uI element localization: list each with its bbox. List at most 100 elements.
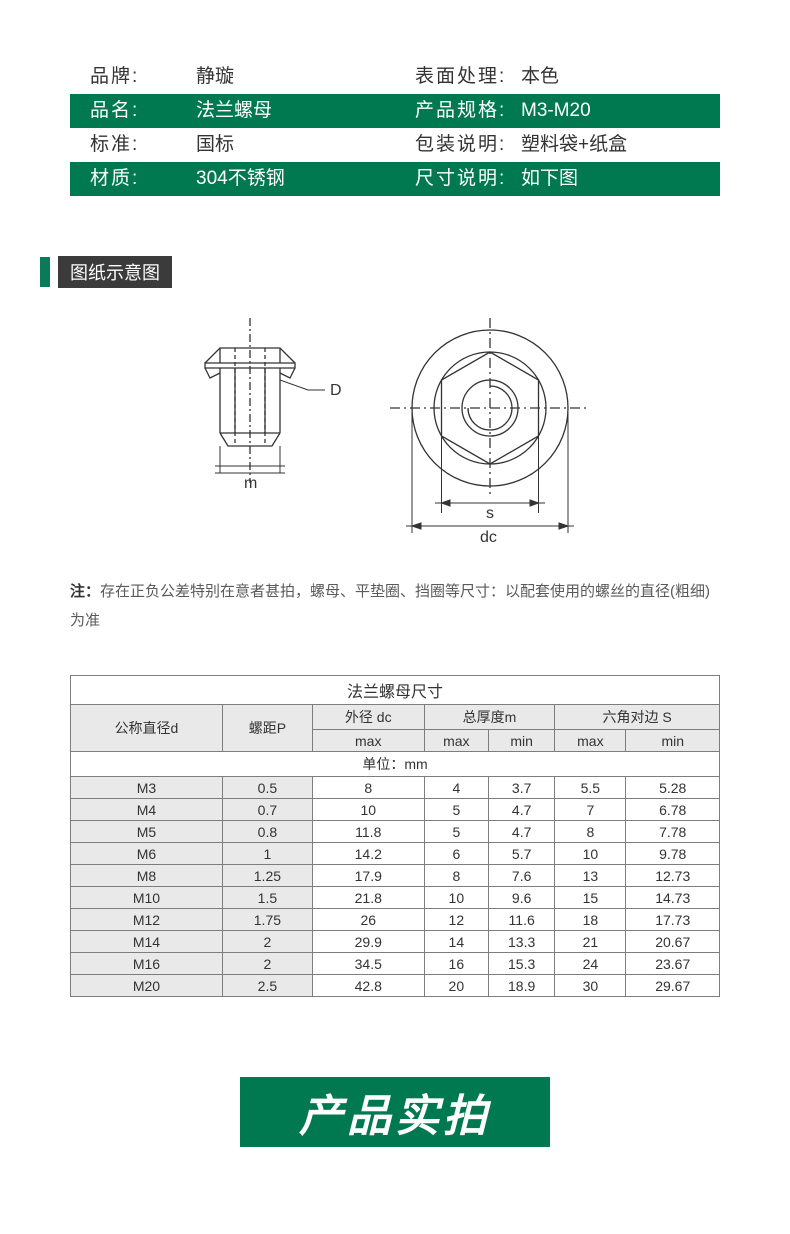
table-row: M202.542.82018.93029.67 xyxy=(71,975,720,997)
table-cell: 5.5 xyxy=(555,777,626,799)
table-cell: 29.9 xyxy=(312,931,424,953)
table-cell: 8 xyxy=(312,777,424,799)
info-label: 标准 xyxy=(70,128,190,162)
table-cell: M4 xyxy=(71,799,223,821)
dim-label-dc: dc xyxy=(480,529,497,546)
table-cell: 2 xyxy=(222,931,312,953)
table-cell: 9.6 xyxy=(489,887,555,909)
table-row: M16234.51615.32423.67 xyxy=(71,953,720,975)
table-row: M40.71054.776.78 xyxy=(71,799,720,821)
info-cell: 品牌静璇 xyxy=(70,60,395,94)
info-cell: 表面处理本色 xyxy=(395,60,720,94)
table-cell: 0.7 xyxy=(222,799,312,821)
table-cell: 6 xyxy=(424,843,488,865)
table-cell: 4 xyxy=(424,777,488,799)
info-cell: 包装说明塑料袋+纸盒 xyxy=(395,128,720,162)
info-label: 表面处理 xyxy=(395,60,515,94)
table-cell: 1.25 xyxy=(222,865,312,887)
table-row: M6114.265.7109.78 xyxy=(71,843,720,865)
info-value: 静璇 xyxy=(190,60,395,94)
info-cell: 尺寸说明如下图 xyxy=(395,162,720,196)
table-subheader: max xyxy=(555,730,626,752)
table-row: M101.521.8109.61514.73 xyxy=(71,887,720,909)
info-value: 塑料袋+纸盒 xyxy=(515,128,720,162)
table-cell: 42.8 xyxy=(312,975,424,997)
table-cell: 11.6 xyxy=(489,909,555,931)
table-cell: 9.78 xyxy=(626,843,720,865)
table-cell: 21 xyxy=(555,931,626,953)
table-cell: 1 xyxy=(222,843,312,865)
table-cell: 1.75 xyxy=(222,909,312,931)
table-row: M50.811.854.787.78 xyxy=(71,821,720,843)
table-cell: 4.7 xyxy=(489,799,555,821)
dim-label-D: D xyxy=(330,382,342,399)
table-cell: 29.67 xyxy=(626,975,720,997)
table-cell: 13.3 xyxy=(489,931,555,953)
info-row-2: 标准国标包装说明塑料袋+纸盒 xyxy=(70,128,720,162)
table-cell: M5 xyxy=(71,821,223,843)
info-value: 如下图 xyxy=(515,162,720,196)
dim-label-m: m xyxy=(244,475,257,492)
table-row: M30.5843.75.55.28 xyxy=(71,777,720,799)
table-cell: 5.28 xyxy=(626,777,720,799)
table-cell: 0.8 xyxy=(222,821,312,843)
table-cell: 10 xyxy=(312,799,424,821)
table-cell: 2.5 xyxy=(222,975,312,997)
table-cell: 20.67 xyxy=(626,931,720,953)
table-subheader: max xyxy=(424,730,488,752)
table-cell: 7 xyxy=(555,799,626,821)
table-header: 外径 dc xyxy=(312,705,424,730)
table-cell: 30 xyxy=(555,975,626,997)
table-cell: 21.8 xyxy=(312,887,424,909)
info-label: 尺寸说明 xyxy=(395,162,515,196)
table-cell: 15 xyxy=(555,887,626,909)
info-cell: 产品规格M3-M20 xyxy=(395,94,720,128)
table-cell: 12 xyxy=(424,909,488,931)
table-cell: M12 xyxy=(71,909,223,931)
table-cell: 3.7 xyxy=(489,777,555,799)
table-cell: M6 xyxy=(71,843,223,865)
table-cell: 7.78 xyxy=(626,821,720,843)
table-cell: 2 xyxy=(222,953,312,975)
table-cell: 8 xyxy=(555,821,626,843)
table-cell: M16 xyxy=(71,953,223,975)
table-row: M121.75261211.61817.73 xyxy=(71,909,720,931)
table-cell: 0.5 xyxy=(222,777,312,799)
product-info-grid: 品牌静璇表面处理本色品名法兰螺母产品规格M3-M20标准国标包装说明塑料袋+纸盒… xyxy=(70,60,720,196)
note-prefix: 注： xyxy=(70,583,100,600)
table-cell: 20 xyxy=(424,975,488,997)
table-cell: 17.9 xyxy=(312,865,424,887)
table-cell: 34.5 xyxy=(312,953,424,975)
section-header: 图纸示意图 xyxy=(40,256,750,288)
table-cell: 12.73 xyxy=(626,865,720,887)
table-cell: 14 xyxy=(424,931,488,953)
table-cell: M8 xyxy=(71,865,223,887)
info-label: 品牌 xyxy=(70,60,190,94)
table-cell: 5.7 xyxy=(489,843,555,865)
info-value: 国标 xyxy=(190,128,395,162)
table-subheader: min xyxy=(489,730,555,752)
dimension-table: 法兰螺母尺寸公称直径d螺距P外径 dc总厚度m六角对边 Smaxmaxminma… xyxy=(70,675,720,997)
table-cell: 7.6 xyxy=(489,865,555,887)
table-cell: M20 xyxy=(71,975,223,997)
table-cell: 24 xyxy=(555,953,626,975)
section-accent-bar xyxy=(40,257,50,287)
table-cell: 16 xyxy=(424,953,488,975)
technical-diagram: D m xyxy=(0,318,790,548)
table-subheader: max xyxy=(312,730,424,752)
section-title: 图纸示意图 xyxy=(58,256,172,288)
table-cell: 4.7 xyxy=(489,821,555,843)
table-header: 公称直径d xyxy=(71,705,223,752)
info-label: 材质 xyxy=(70,162,190,196)
info-row-1: 品名法兰螺母产品规格M3-M20 xyxy=(70,94,720,128)
table-title: 法兰螺母尺寸 xyxy=(71,676,720,705)
flange-nut-top-view: s dc xyxy=(380,318,600,548)
table-row: M81.2517.987.61312.73 xyxy=(71,865,720,887)
table-cell: 5 xyxy=(424,799,488,821)
table-header: 六角对边 S xyxy=(555,705,720,730)
info-value: 本色 xyxy=(515,60,720,94)
info-cell: 材质304不锈钢 xyxy=(70,162,395,196)
tolerance-note: 注：存在正负公差特别在意者甚拍，螺母、平垫圈、挡圈等尺寸：以配套使用的螺丝的直径… xyxy=(70,578,720,635)
product-photo-banner: 产品实拍 xyxy=(240,1077,550,1147)
table-cell: M3 xyxy=(71,777,223,799)
